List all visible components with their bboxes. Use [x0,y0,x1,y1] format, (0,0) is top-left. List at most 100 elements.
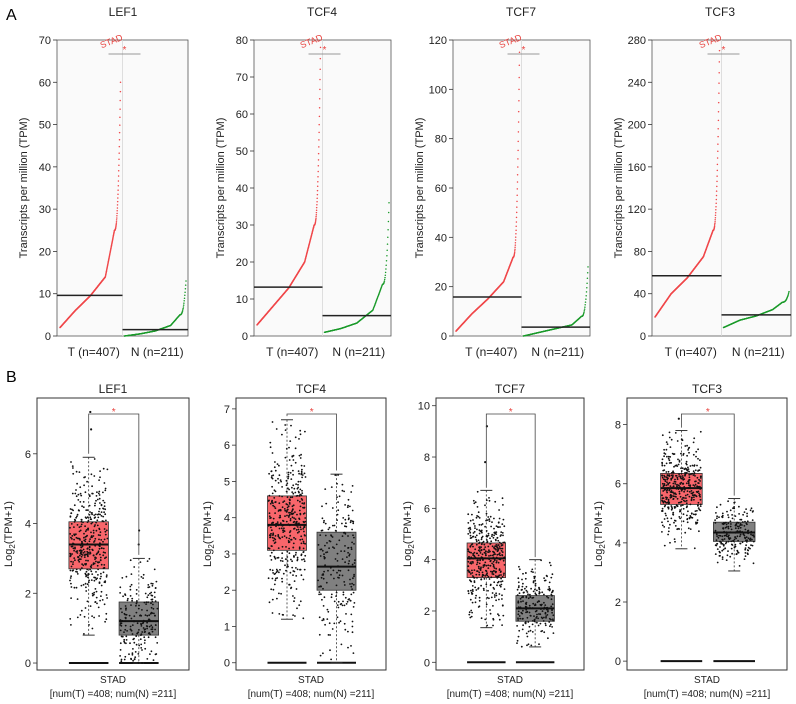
normal-point [147,584,150,586]
tumor-point [272,533,275,536]
tumor-point [103,528,106,530]
normal-point [551,609,553,612]
normal-point [340,550,342,552]
tumor-point [494,545,496,548]
normal-point [146,625,149,628]
tumor-point [487,545,490,548]
tumor-point [674,432,677,434]
tumor-point [684,467,687,470]
normal-point [349,505,351,508]
tumor-point [300,528,302,531]
normal-point [543,593,545,596]
normal-point [135,635,138,637]
tumor-point [475,534,478,537]
normal-point [139,561,142,563]
normal-point [144,614,147,616]
tumor-point [71,538,73,540]
normal-point [353,575,355,578]
tumor-point [281,580,284,583]
tumor-point [491,562,493,565]
tumor-point [292,546,295,549]
normal-point [331,628,334,630]
tumor-point [79,614,82,616]
normal-point [533,618,536,621]
tumor-point [680,488,683,491]
normal-point [337,565,339,567]
normal-point [341,535,344,537]
tumor-point [492,565,495,568]
tumor-point [87,576,89,579]
tumor-point [279,568,281,571]
tumor-point [80,609,83,612]
tumor-point [288,503,291,505]
tumor-point [300,535,303,538]
normal-point [323,553,325,556]
tumor-point [695,455,697,458]
tumor-point [695,450,698,453]
significance-bracket [286,413,337,471]
normal-point [520,600,522,603]
normal-point [529,629,532,632]
tumor-point [477,549,480,552]
normal-point [336,560,339,562]
tumor-point [290,538,292,541]
tumor-point [300,554,303,557]
tumor-point [271,598,274,601]
normal-point [585,291,588,293]
tumor-outlier [677,417,680,420]
tumor-point [92,535,95,537]
tumor-point [105,523,107,526]
tumor-point [119,116,121,119]
normal-point [344,525,346,528]
tumor-point [318,98,321,100]
tumor-point [99,577,102,580]
tumor-point [696,519,699,521]
normal-point [529,593,531,596]
tumor-point [499,554,501,557]
tumor-point [70,582,72,585]
tumor-point [117,197,119,199]
tumor-point [485,583,488,586]
tumor-point [694,480,696,483]
normal-point [543,631,546,634]
tumor-point [302,528,305,530]
tumor-point [670,508,673,511]
tumor-point [503,556,506,559]
tumor-point [683,486,686,488]
tumor-point [681,488,684,491]
tumor-point [293,580,296,582]
tumor-point [278,536,281,539]
tumor-point [502,541,505,544]
tumor-point [688,517,691,519]
normal-point [324,522,327,525]
normal-point [153,612,155,615]
tumor-point [275,571,278,574]
tumor-point [289,472,292,474]
tumor-point [680,470,683,472]
y-tick-label: 0 [615,656,621,668]
normal-point [351,582,353,585]
tumor-point [482,540,485,543]
plot-area [435,397,585,671]
normal-point [517,617,519,620]
tumor-point [300,472,303,474]
tumor-point [285,569,287,572]
tumor-point [70,560,72,563]
tumor-point [84,530,87,533]
tumor-point [95,571,97,573]
normal-point [144,639,146,642]
tumor-point [669,541,671,544]
normal-point [545,616,547,619]
tumor-point [284,429,287,431]
normal-point [119,619,122,621]
tumor-point [669,494,672,497]
tumor-point [518,88,520,91]
tumor-point [513,251,516,253]
tumor-point [104,580,107,582]
tumor-point [88,624,90,626]
tumor-point [288,552,291,555]
normal-point [541,617,544,620]
tumor-point [98,615,100,617]
tumor-point [70,586,73,588]
tumor-point [488,549,490,552]
